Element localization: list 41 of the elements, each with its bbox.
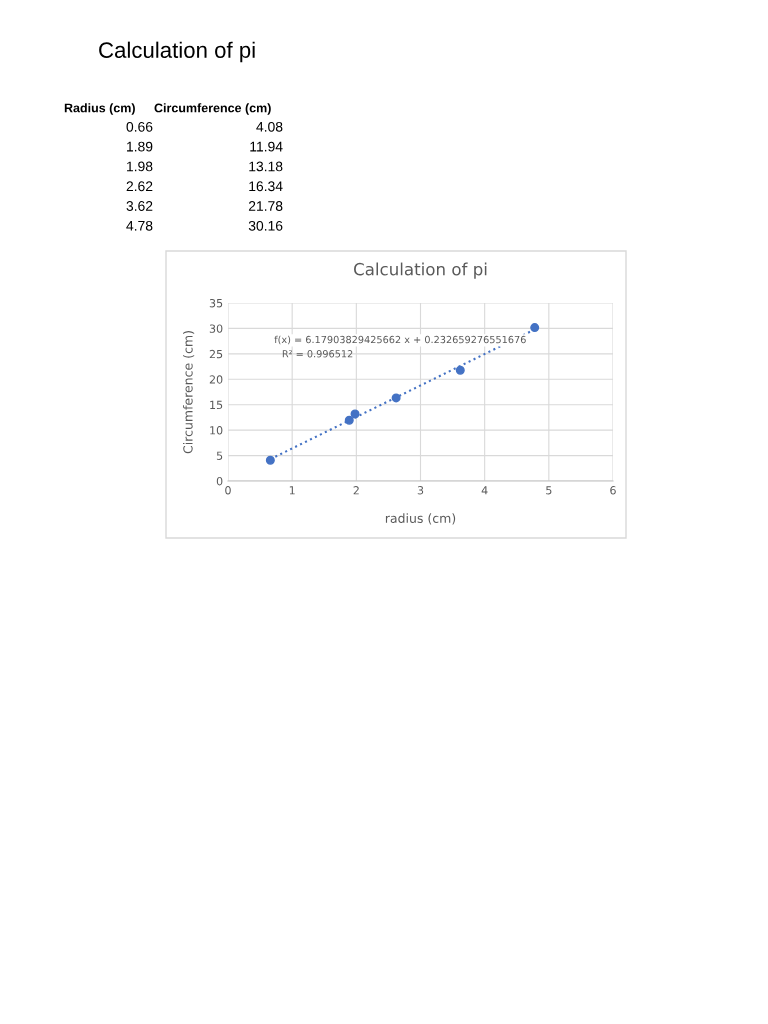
point [530, 323, 540, 333]
text: 21.78 [248, 201, 283, 211]
text: Calculation of pi [99, 41, 255, 63]
text: 16.34 [249, 181, 283, 192]
y-tick-label: 20 [209, 375, 223, 384]
annotation: f(x) = 6.17903829425662 x + 0.232659276551676 [274, 335, 526, 345]
x-tick-label: 6 [610, 486, 616, 495]
text: 30.16 [248, 220, 283, 231]
text: 1.89 [127, 141, 153, 152]
x-axis-title: radius (cm) [385, 513, 456, 525]
chart-title: Calculation of pi [354, 262, 487, 279]
y-tick-label: 10 [210, 426, 223, 435]
x-tick-label: 4 [481, 486, 488, 495]
y-tick-label: 0 [216, 476, 223, 486]
text: 0.66 [126, 121, 153, 132]
text: Radius (cm) [64, 103, 135, 115]
text: Circumference (cm) [154, 103, 271, 115]
text: 3.62 [126, 201, 153, 211]
annotation: R² = 0.996512 [282, 350, 353, 358]
y-tick-label: 5 [216, 451, 223, 460]
y-axis-title: Circumference (cm) [183, 331, 195, 454]
x-tick-label: 0 [225, 486, 231, 495]
y-tick-label: 35 [209, 298, 223, 308]
y-tick-label: 25 [209, 349, 223, 359]
text: 1.98 [127, 161, 153, 172]
text: 2.62 [126, 181, 153, 192]
point [265, 455, 275, 465]
x-tick-label: 1 [289, 486, 295, 495]
point [455, 365, 465, 375]
y-tick-label: 30 [209, 324, 223, 333]
x-tick-label: 2 [353, 486, 359, 495]
point [350, 409, 360, 419]
text: 4.78 [126, 220, 153, 231]
y-tick-label: 15 [210, 400, 223, 410]
point [344, 415, 354, 425]
point [391, 393, 401, 403]
text: 11.94 [250, 141, 283, 152]
text: 13.18 [249, 161, 283, 172]
x-tick-label: 3 [417, 486, 424, 495]
text: 4.08 [256, 121, 283, 132]
x-tick-label: 5 [546, 486, 552, 495]
